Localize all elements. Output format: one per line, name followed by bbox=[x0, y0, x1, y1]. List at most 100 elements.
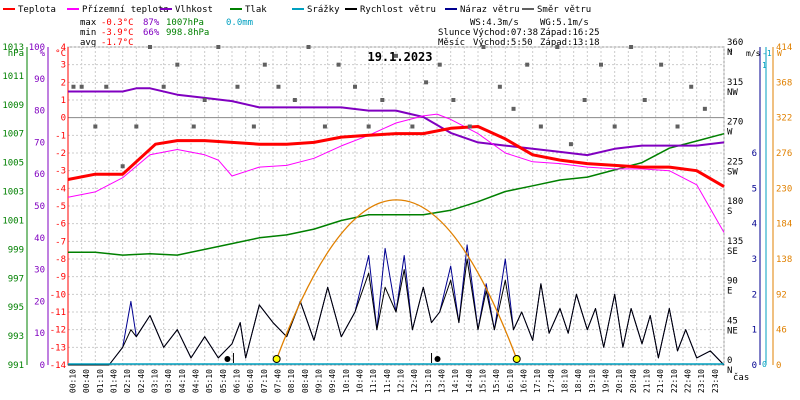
wind-tick: 2 bbox=[752, 290, 757, 300]
x-tick: 08:40 bbox=[301, 369, 310, 393]
temp-axis-tick: 4 bbox=[61, 43, 66, 53]
pressure-axis-tick: 991 bbox=[8, 361, 24, 371]
pressure-axis-tick: 1001 bbox=[2, 216, 24, 226]
x-tick: 08:10 bbox=[287, 369, 296, 393]
moon-label: Měsíc bbox=[438, 38, 465, 48]
wind-direction-point bbox=[555, 45, 560, 49]
stat-temp: -1.7°C bbox=[101, 38, 134, 48]
x-tick: 11:10 bbox=[369, 369, 378, 393]
wind-tick: 1 bbox=[752, 326, 757, 336]
series-line bbox=[67, 113, 725, 233]
temp-axis-tick: -3 bbox=[55, 167, 66, 177]
x-tick: 14:40 bbox=[465, 369, 474, 393]
direction-tick: 315 bbox=[727, 78, 743, 88]
x-tick: 14:10 bbox=[451, 369, 460, 393]
x-tick: 01:40 bbox=[110, 369, 119, 393]
wind-tick: 3 bbox=[752, 255, 757, 265]
left-axes: hPa9919939959979991001100310051007100910… bbox=[2, 43, 69, 371]
radiation-tick: 322 bbox=[776, 114, 792, 124]
x-tick: 11:40 bbox=[383, 369, 392, 393]
temp-axis-unit: °C bbox=[55, 49, 66, 59]
x-tick: 22:40 bbox=[684, 369, 693, 393]
x-tick: 10:40 bbox=[356, 369, 365, 393]
x-tick: 04:10 bbox=[178, 369, 187, 393]
series-line bbox=[68, 87, 725, 157]
sun-label: Slunce bbox=[438, 28, 471, 38]
pressure-axis-tick: 1013 bbox=[2, 43, 24, 53]
temp-axis-tick: -11 bbox=[50, 308, 66, 318]
stat-pressure: 1007hPa bbox=[166, 18, 204, 28]
wind-direction-point bbox=[451, 98, 456, 102]
wind-direction-point bbox=[675, 124, 680, 129]
x-tick: 07:10 bbox=[260, 369, 269, 393]
legend-label: Rychlost větru bbox=[360, 5, 436, 15]
stat-label: avg bbox=[80, 38, 96, 48]
x-tick: 12:40 bbox=[410, 369, 419, 393]
humidity-axis-tick: 20 bbox=[34, 297, 45, 307]
radiation-tick: 368 bbox=[776, 78, 792, 88]
wind-direction-point bbox=[262, 62, 267, 67]
wind-direction-point bbox=[251, 124, 256, 129]
temp-axis-tick: -2 bbox=[55, 149, 66, 159]
wind-direction-point bbox=[120, 164, 125, 169]
direction-tick: 45 bbox=[727, 316, 738, 326]
x-tick: 04:40 bbox=[192, 369, 201, 393]
series-line bbox=[68, 258, 725, 366]
wind-direction-point bbox=[437, 62, 442, 67]
wind-direction-point bbox=[148, 45, 152, 49]
humidity-axis-tick: 40 bbox=[34, 234, 45, 244]
radiation-tick: 138 bbox=[776, 255, 792, 265]
x-tick: 05:40 bbox=[219, 369, 228, 393]
direction-tick-label: W bbox=[727, 128, 733, 138]
temp-axis-tick: -1 bbox=[55, 131, 66, 141]
humidity-axis-unit: % bbox=[40, 49, 46, 59]
temp-axis-tick: -10 bbox=[50, 290, 66, 300]
direction-tick: 360 bbox=[727, 38, 743, 48]
temp-axis-tick: -8 bbox=[55, 255, 66, 265]
sunset: Západ:16:25 bbox=[540, 28, 600, 38]
wind-direction-point bbox=[276, 84, 281, 89]
humidity-axis-tick: 0 bbox=[40, 361, 45, 371]
direction-tick-label: SW bbox=[727, 167, 738, 177]
x-tick: 03:10 bbox=[151, 369, 160, 393]
wind-gust-max: WG:5.1m/s bbox=[540, 18, 589, 28]
wind-direction-point bbox=[481, 45, 486, 49]
x-tick: 06:40 bbox=[246, 369, 255, 393]
legend-label: Vlhkost bbox=[175, 5, 213, 15]
stat-label: max bbox=[80, 18, 97, 28]
x-tick: 12:10 bbox=[397, 369, 406, 393]
wind-direction-point bbox=[511, 106, 516, 111]
humidity-axis-tick: 60 bbox=[34, 170, 45, 180]
wind-direction-point bbox=[93, 124, 98, 129]
plot-grid bbox=[67, 46, 725, 366]
legend-label: Teplota bbox=[18, 5, 56, 15]
x-tick: 20:40 bbox=[629, 369, 638, 393]
wind-direction-point bbox=[161, 84, 166, 89]
x-tick: 19:40 bbox=[602, 369, 611, 393]
radiation-tick: 276 bbox=[776, 149, 792, 159]
wind-direction-point bbox=[216, 45, 221, 49]
wind-direction-point bbox=[467, 124, 472, 129]
temp-axis-tick: -12 bbox=[50, 326, 66, 336]
series-line bbox=[67, 125, 725, 188]
x-tick: 21:10 bbox=[643, 369, 652, 393]
x-tick: 01:10 bbox=[96, 369, 105, 393]
x-tick: 16:40 bbox=[520, 369, 529, 393]
direction-tick-label: E bbox=[727, 287, 732, 297]
temp-axis-tick: -13 bbox=[50, 343, 66, 353]
radiation-tick: 184 bbox=[776, 220, 792, 230]
radiation-tick: 92 bbox=[776, 290, 787, 300]
x-tick: 16:10 bbox=[506, 369, 515, 393]
radiation-tick: 414 bbox=[776, 43, 792, 53]
wind-direction-point bbox=[292, 98, 297, 102]
x-tick: 19:10 bbox=[588, 369, 597, 393]
direction-axis-unit: ° bbox=[728, 49, 733, 59]
wind-tick: 4 bbox=[752, 220, 757, 230]
wind-tick: 6 bbox=[752, 149, 757, 159]
wind-direction-point bbox=[175, 62, 180, 67]
wind-direction-point bbox=[134, 124, 139, 129]
wind-direction-point bbox=[568, 142, 573, 147]
direction-tick: 225 bbox=[727, 157, 743, 167]
stat-temp: -0.3°C bbox=[101, 18, 134, 28]
